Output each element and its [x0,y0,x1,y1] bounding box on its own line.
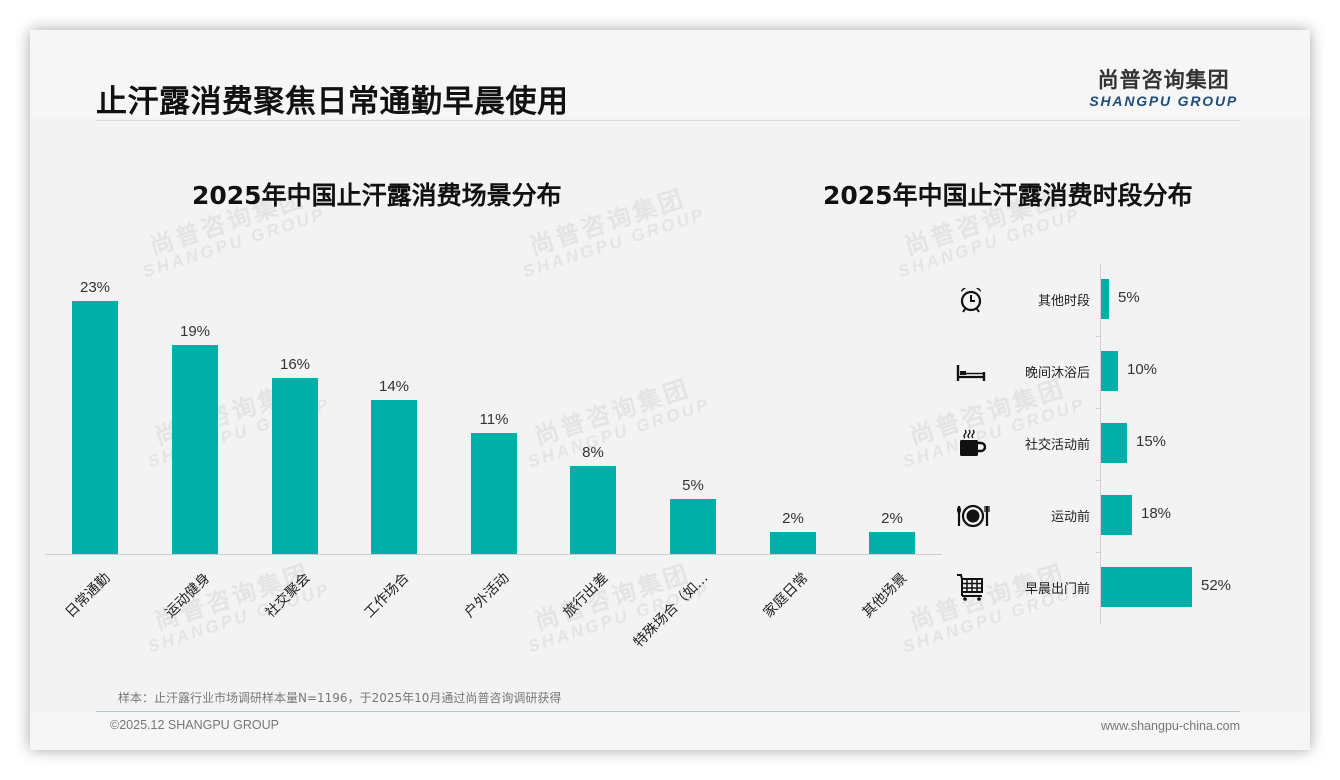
bar-column: 23% [72,260,118,554]
scene-bar-chart: 23% 19% 16% 14% 11% 8% 5% 2% [45,260,945,555]
x-axis-label: 家庭日常 [760,570,812,622]
title-divider [96,120,1240,121]
coffee-cup-icon [960,429,986,456]
x-axis-label: 特殊场合（如… [630,570,712,651]
bar-value-label: 5% [682,477,704,494]
bar-column: 11% [471,260,517,554]
bar-column: 5% [670,260,716,554]
bar-value-label: 2% [881,510,903,527]
hbar-value-label: 52% [1201,577,1232,594]
bar-column: 19% [172,260,218,554]
website-link[interactable]: www.shangpu-china.com [1101,719,1240,733]
bar-value-label: 8% [582,444,604,461]
hbar-value-label: 10% [1127,361,1158,378]
y-axis [1100,264,1101,624]
hbar [1101,279,1109,319]
footer-divider [96,711,1240,712]
x-axis-label: 旅行出差 [560,570,612,622]
period-row: 其他时段 5% [950,279,1280,319]
period-label: 晚间沐浴后 [1024,366,1090,381]
x-axis-label: 运动健身 [162,570,214,622]
bar [570,466,616,554]
axis-tick [1096,408,1100,409]
bar-value-label: 11% [479,411,509,428]
hbar [1101,351,1118,391]
bed-icon [956,365,986,381]
period-label: 社交活动前 [1024,438,1090,453]
x-axis-label: 其他场景 [859,570,911,622]
bar-value-label: 19% [179,323,211,340]
bar [770,532,816,554]
bar-value-label: 16% [279,356,311,373]
header-band [30,30,1310,118]
x-axis-label: 工作场合 [361,570,413,622]
logo-cn: 尚普咨询集团 [1097,68,1230,92]
period-label: 其他时段 [1037,294,1090,309]
hbar [1101,423,1127,463]
footer-band [30,712,1310,750]
bar-value-label: 14% [378,378,410,395]
sample-footnote: 样本：止汗露行业市场调研样本量N=1196，于2025年10月通过尚普咨询调研获… [118,691,562,705]
period-row: 早晨出门前 52% [950,567,1280,607]
alarm-clock-icon [960,287,982,313]
hbar [1101,495,1132,535]
period-row: 晚间沐浴后 10% [950,351,1280,391]
period-row: 社交活动前 15% [950,423,1280,463]
bar-value-label: 2% [782,510,804,527]
page-title: 止汗露消费聚焦日常通勤早晨使用 [96,84,569,120]
axis-tick [1096,480,1100,481]
logo-en: SHANGPU GROUP [1089,93,1238,109]
bar-value-label: 23% [79,279,111,296]
hbar [1101,567,1192,607]
bar [371,400,417,554]
axis-tick [1096,336,1100,337]
period-row: 运动前 18% [950,495,1280,535]
period-label: 早晨出门前 [1024,582,1090,597]
bar-column: 14% [371,260,417,554]
scene-chart-title: 2025年中国止汗露消费场景分布 [192,181,562,210]
bar [172,345,218,554]
x-axis-label: 社交聚会 [262,570,314,622]
axis-tick [1096,552,1100,553]
period-label: 运动前 [1050,510,1090,525]
bar [72,301,118,554]
bar [869,532,915,554]
slide: 尚普咨询集团 SHANGPU GROUP 尚普咨询集团 SHANGPU GROUP … [30,30,1310,750]
bar-column: 8% [570,260,616,554]
plate-cutlery-icon [957,504,990,528]
bar [471,433,517,554]
company-logo: 尚普咨询集团 SHANGPU GROUP [1089,64,1238,109]
copyright: ©2025.12 SHANGPU GROUP [110,718,279,732]
x-axis-label: 日常通勤 [62,570,114,622]
hbar-value-label: 5% [1118,289,1140,306]
bar-column: 2% [770,260,816,554]
bar-column: 2% [869,260,915,554]
hbar-value-label: 15% [1136,433,1167,450]
bar [670,499,716,554]
bar-column: 16% [272,260,318,554]
hbar-value-label: 18% [1141,505,1172,522]
x-axis-label: 户外活动 [461,570,513,622]
shopping-cart-icon [957,574,983,601]
bar [272,378,318,554]
x-axis [45,554,942,555]
period-chart-title: 2025年中国止汗露消费时段分布 [823,181,1193,210]
